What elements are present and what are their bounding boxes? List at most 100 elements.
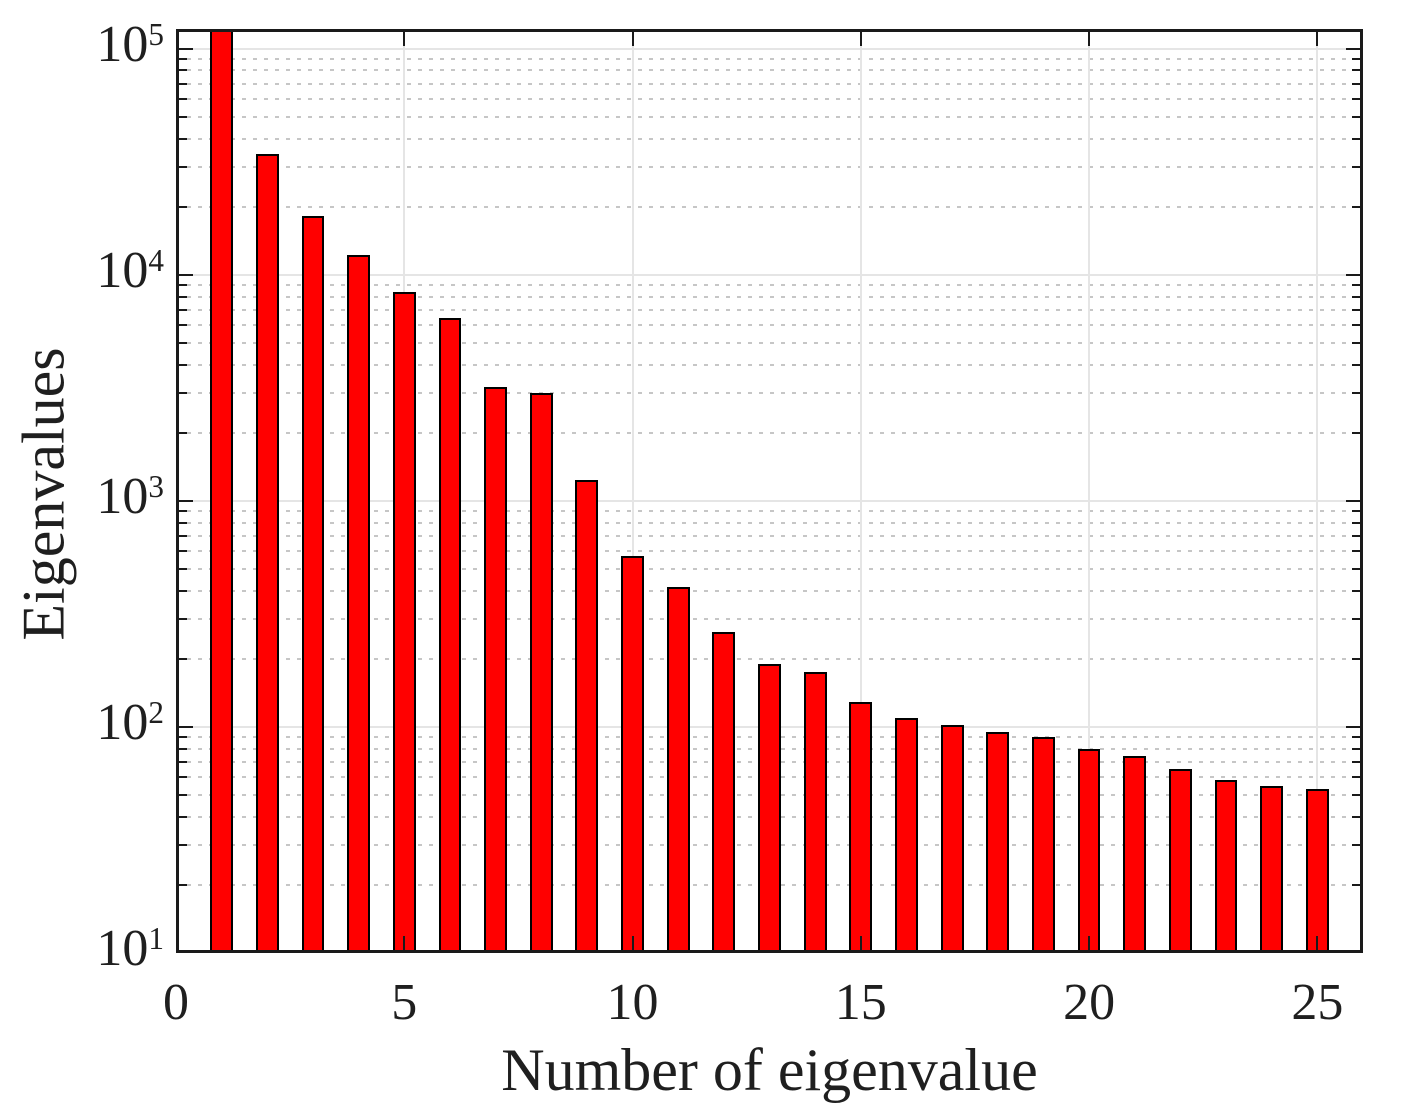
bar	[621, 555, 644, 953]
y-tick	[179, 137, 187, 140]
y-tick	[1352, 736, 1360, 739]
bar	[986, 731, 1010, 953]
grid-minor-line	[176, 657, 1363, 660]
y-tick	[179, 521, 187, 524]
y-axis-label: Eigenvalues	[10, 347, 77, 641]
y-tick	[1346, 273, 1360, 276]
y-tick	[179, 295, 187, 298]
y-tick	[179, 115, 187, 118]
grid-minor-line	[176, 363, 1363, 366]
grid-minor-line	[176, 82, 1363, 85]
bar	[1123, 756, 1147, 953]
grid-minor-line	[176, 521, 1363, 524]
y-tick	[179, 736, 187, 739]
bar	[301, 215, 325, 953]
y-tick	[1352, 57, 1360, 60]
grid-minor-line	[176, 308, 1363, 311]
bar	[575, 480, 599, 953]
grid-major-vline	[859, 29, 862, 953]
y-tick	[1352, 137, 1360, 140]
y-tick	[179, 844, 187, 847]
x-tick	[859, 936, 862, 950]
y-tick	[179, 363, 187, 366]
grid-major-vline	[1316, 29, 1319, 953]
x-tick-label: 10	[606, 974, 659, 1031]
y-tick	[179, 589, 187, 592]
y-tick-label: 103	[96, 467, 164, 525]
y-tick	[1352, 115, 1360, 118]
bar	[484, 386, 507, 953]
bar	[1214, 780, 1238, 953]
y-tick	[179, 69, 187, 72]
y-tick	[179, 725, 193, 728]
y-tick	[1352, 363, 1360, 366]
bar	[210, 29, 234, 953]
x-tick	[859, 32, 862, 46]
bar	[529, 392, 553, 953]
y-tick	[179, 273, 193, 276]
bar	[255, 154, 279, 953]
grid-minor-line	[176, 431, 1363, 434]
y-tick	[179, 617, 187, 620]
y-tick	[1352, 567, 1360, 570]
x-tick	[1088, 936, 1091, 950]
bar	[347, 255, 370, 953]
y-tick	[1352, 534, 1360, 537]
y-tick	[179, 391, 187, 394]
y-tick	[179, 883, 187, 886]
y-tick	[179, 323, 187, 326]
x-tick-label: 20	[1063, 974, 1116, 1031]
y-tick	[1352, 617, 1360, 620]
y-tick	[1352, 283, 1360, 286]
y-tick	[1352, 747, 1360, 750]
y-tick	[1352, 844, 1360, 847]
x-tick-label: 25	[1291, 974, 1344, 1031]
bar	[666, 587, 690, 953]
y-tick	[1352, 793, 1360, 796]
x-tick-label: 0	[163, 974, 189, 1031]
y-tick	[1346, 499, 1360, 502]
y-tick	[1352, 69, 1360, 72]
y-tick	[1352, 205, 1360, 208]
y-tick	[1352, 815, 1360, 818]
grid-major-hline	[176, 499, 1363, 502]
y-tick-label: 102	[96, 693, 164, 751]
grid-minor-line	[176, 205, 1363, 208]
y-tick	[179, 165, 187, 168]
y-tick	[179, 760, 187, 763]
grid-minor-line	[176, 391, 1363, 394]
x-axis-label: Number of eigenvalue	[501, 1037, 1038, 1103]
grid-minor-line	[176, 617, 1363, 620]
bar	[940, 724, 964, 953]
y-tick-label: 101	[96, 920, 164, 978]
y-tick	[1352, 760, 1360, 763]
y-tick	[1352, 97, 1360, 100]
y-tick	[1352, 295, 1360, 298]
x-tick	[631, 936, 634, 950]
bar	[1168, 769, 1192, 953]
y-tick	[179, 341, 187, 344]
grid-minor-line	[176, 549, 1363, 552]
y-tick	[179, 205, 187, 208]
y-tick	[1352, 521, 1360, 524]
y-tick	[179, 499, 193, 502]
bar	[1032, 737, 1055, 953]
x-tick-label: 15	[834, 974, 887, 1031]
grid-minor-line	[176, 57, 1363, 60]
y-tick-label: 104	[96, 241, 164, 299]
bar	[849, 701, 873, 953]
grid-minor-line	[176, 69, 1363, 72]
y-tick	[179, 57, 187, 60]
x-tick	[403, 936, 406, 950]
grid-minor-line	[176, 567, 1363, 570]
y-tick	[1352, 323, 1360, 326]
y-tick	[1352, 82, 1360, 85]
y-tick	[1346, 47, 1360, 50]
y-tick	[179, 97, 187, 100]
y-tick	[179, 283, 187, 286]
y-tick	[179, 308, 187, 311]
grid-minor-line	[176, 510, 1363, 513]
grid-minor-line	[176, 341, 1363, 344]
bar	[1260, 785, 1284, 953]
